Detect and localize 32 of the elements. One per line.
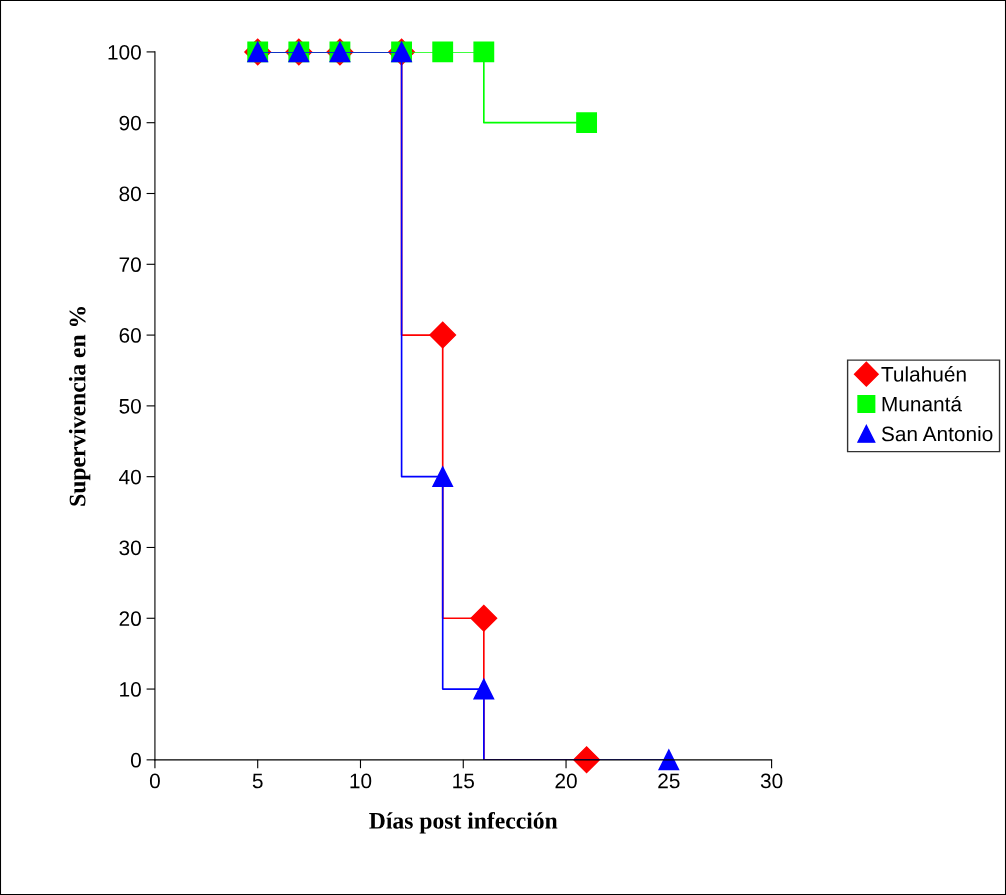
y-tick-label: 80 bbox=[119, 186, 141, 202]
x-axis-title: Días post infección bbox=[369, 811, 558, 834]
y-tick-label: 100 bbox=[108, 44, 141, 60]
point bbox=[470, 604, 498, 632]
x-tick-label: 30 bbox=[760, 773, 783, 789]
point bbox=[573, 746, 601, 774]
point bbox=[429, 321, 457, 349]
y-axis-title: Supervivencia en % bbox=[68, 307, 91, 506]
y-tick-label: 10 bbox=[120, 682, 141, 697]
y-tick-label: 30 bbox=[119, 540, 141, 556]
point bbox=[432, 466, 454, 488]
point bbox=[432, 41, 454, 63]
x-tick-label: 25 bbox=[658, 773, 680, 789]
y-tick-label: 40 bbox=[119, 469, 141, 485]
y-tick-label: 0 bbox=[130, 752, 141, 768]
x-tick-label: 10 bbox=[350, 773, 372, 789]
x-tick-label: 20 bbox=[555, 773, 577, 789]
x-tick-label: 5 bbox=[252, 773, 263, 789]
point bbox=[473, 678, 495, 700]
point bbox=[576, 112, 598, 134]
y-tick-label: 90 bbox=[119, 115, 141, 131]
y-tick-label: 70 bbox=[119, 257, 141, 273]
y-tick-label: 20 bbox=[119, 611, 141, 627]
y-tick-label: 60 bbox=[119, 328, 141, 343]
x-tick-label: 15 bbox=[453, 773, 474, 789]
legend-label: San Antonio bbox=[881, 426, 993, 442]
y-tick-label: 50 bbox=[119, 398, 141, 414]
x-tick-label: 0 bbox=[149, 773, 160, 789]
legend-label: Munantá bbox=[882, 395, 963, 412]
legend-label: Tulahuén bbox=[881, 366, 966, 382]
point bbox=[658, 749, 680, 771]
point bbox=[473, 41, 495, 63]
